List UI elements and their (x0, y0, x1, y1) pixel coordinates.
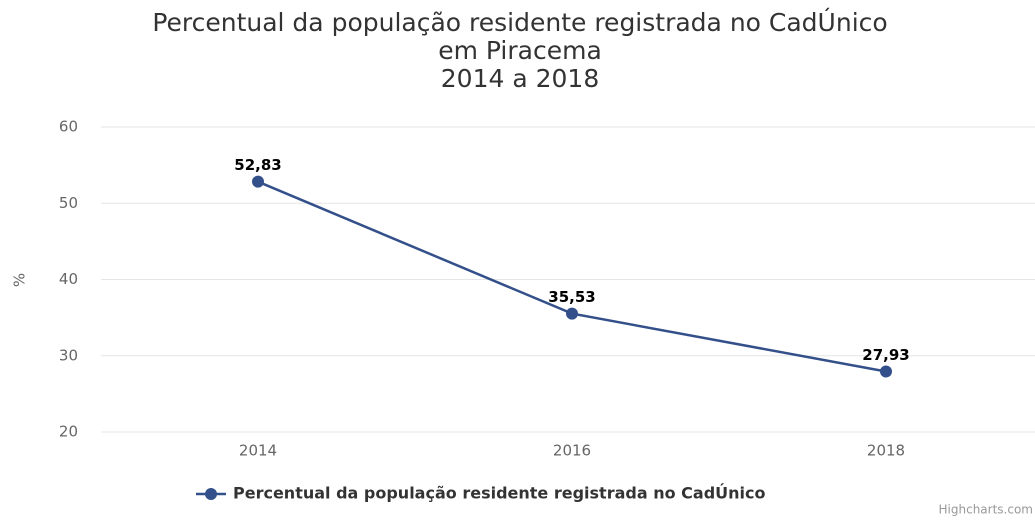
data-label: 52,83 (234, 156, 281, 174)
data-point (566, 307, 578, 320)
x-tick-label: 2018 (867, 442, 905, 460)
y-tick-label: 60 (59, 118, 78, 136)
chart-title: 2014 a 2018 (441, 64, 599, 93)
x-tick-label: 2014 (239, 442, 277, 460)
data-point (252, 175, 264, 188)
credits[interactable]: Highcharts.com (939, 503, 1033, 517)
chart-title: Percentual da população residente regist… (152, 7, 887, 37)
legend-label: Percentual da população residente regist… (233, 484, 765, 503)
legend-marker (205, 488, 217, 500)
chart-title: em Piracema (438, 36, 602, 65)
data-point (880, 365, 892, 378)
data-label: 27,93 (862, 346, 909, 364)
x-tick-label: 2016 (553, 442, 591, 460)
y-tick-label: 30 (59, 346, 78, 364)
y-axis-title: % (11, 273, 29, 287)
data-label: 35,53 (548, 288, 595, 306)
y-tick-label: 40 (59, 270, 78, 288)
y-tick-label: 50 (59, 194, 78, 212)
y-tick-label: 20 (59, 423, 78, 441)
series-line (257, 180, 887, 373)
